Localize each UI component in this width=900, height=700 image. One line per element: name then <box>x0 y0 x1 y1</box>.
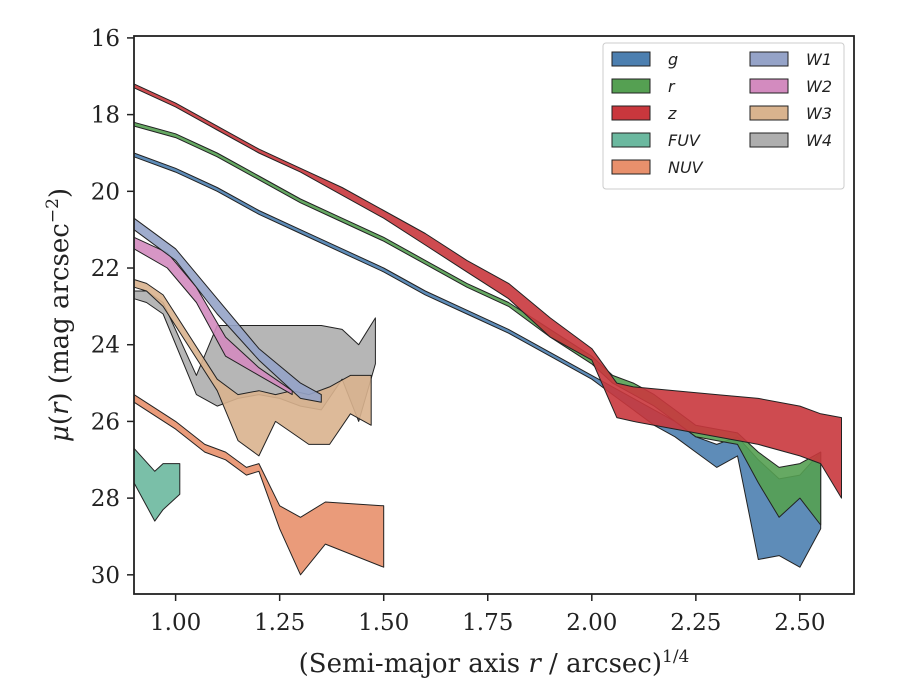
plot-frame <box>133 35 855 595</box>
y-tick-label: 16 <box>91 26 120 52</box>
legend-label-g: g <box>668 50 678 69</box>
x-tick-label: 2.50 <box>774 610 825 636</box>
x-tick-label: 2.00 <box>566 610 617 636</box>
band-fuv <box>133 447 181 522</box>
band-g <box>133 152 822 568</box>
legend-swatch-nuv <box>611 159 651 175</box>
legend-label-fuv: FUV <box>668 131 701 150</box>
y-tick-label: 24 <box>91 333 120 359</box>
y-tick-label: 28 <box>91 486 120 512</box>
legend-swatch-w1 <box>749 51 789 67</box>
y-tick-label: 18 <box>91 103 120 129</box>
x-tick-label: 1.00 <box>150 610 201 636</box>
legend-label-w1: W1 <box>806 50 832 69</box>
legend: grz FUV NUV W1 W2 W3 W4 <box>602 42 845 190</box>
y-tick-label: 22 <box>91 256 120 282</box>
band-nuv <box>133 394 385 576</box>
legend-swatch-fuv <box>611 132 651 148</box>
legend-swatch-g <box>611 51 651 67</box>
legend-swatch-z <box>611 105 651 121</box>
x-tick-label: 1.50 <box>358 610 409 636</box>
legend-swatch-r <box>611 78 651 94</box>
legend-swatch-w4 <box>749 132 789 148</box>
legend-label-r: r <box>668 77 676 96</box>
profile-bands <box>133 83 842 576</box>
y-axis-ticks: 16 18 20 22 24 26 28 30 <box>91 26 134 589</box>
x-axis-ticks: 1.00 1.25 1.50 1.75 2.00 2.25 2.50 <box>150 594 826 636</box>
legend-swatch-w3 <box>749 105 789 121</box>
x-tick-label: 1.75 <box>462 610 513 636</box>
y-tick-label: 20 <box>91 179 120 205</box>
y-tick-label: 26 <box>91 409 120 435</box>
y-tick-label: 30 <box>91 563 120 589</box>
legend-label-z: z <box>667 104 677 123</box>
band-z <box>133 83 842 499</box>
legend-label-nuv: NUV <box>668 158 704 177</box>
x-tick-label: 2.25 <box>670 610 721 636</box>
legend-label-w2: W2 <box>806 77 832 96</box>
band-r <box>133 121 822 526</box>
legend-label-w4: W4 <box>806 131 832 150</box>
y-axis-label: μ(r) (mag arcsec−2) <box>43 188 75 442</box>
legend-swatch-w2 <box>749 78 789 94</box>
x-tick-label: 1.25 <box>254 610 305 636</box>
band-w1 <box>133 217 322 403</box>
band-w3 <box>133 279 372 457</box>
x-axis-label: (Semi-major axis r / arcsec)1/4 <box>299 647 690 679</box>
legend-label-w3: W3 <box>806 104 832 123</box>
